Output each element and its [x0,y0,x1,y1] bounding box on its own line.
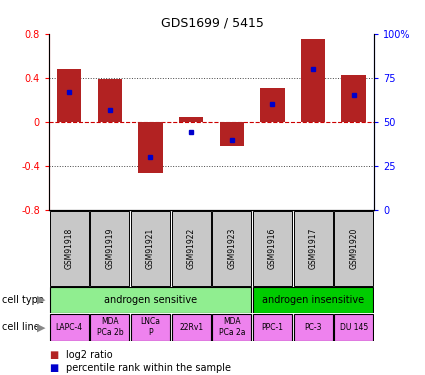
Bar [50,314,89,340]
Bar [253,314,292,340]
Text: GSM91920: GSM91920 [349,228,358,269]
Bar [301,39,325,122]
Bar [57,69,81,122]
Bar [341,75,366,122]
Text: GSM91919: GSM91919 [105,228,114,269]
Bar [172,314,211,340]
Text: DU 145: DU 145 [340,322,368,332]
Text: GSM91923: GSM91923 [227,228,236,269]
Text: GDS1699 / 5415: GDS1699 / 5415 [161,17,264,30]
Text: cell type: cell type [2,295,44,305]
Bar [172,211,211,286]
Text: MDA
PCa 2a: MDA PCa 2a [218,318,245,337]
Bar [334,211,373,286]
Bar [98,79,122,122]
Text: ■: ■ [49,363,58,373]
Text: PPC-1: PPC-1 [261,322,283,332]
Bar [253,211,292,286]
Bar [212,211,251,286]
Text: LNCa
P: LNCa P [141,318,161,337]
Bar [91,211,129,286]
Text: GSM91916: GSM91916 [268,228,277,269]
Text: cell line: cell line [2,322,40,332]
Text: log2 ratio: log2 ratio [66,350,113,360]
Bar [91,314,129,340]
Bar [50,211,89,286]
Bar [179,117,203,122]
Text: androgen insensitive: androgen insensitive [262,295,364,305]
Bar [294,211,332,286]
Bar [50,287,251,313]
Text: LAPC-4: LAPC-4 [56,322,83,332]
Bar [131,211,170,286]
Text: MDA
PCa 2b: MDA PCa 2b [96,318,123,337]
Bar [212,314,251,340]
Bar [138,122,163,172]
Bar [334,314,373,340]
Text: GSM91922: GSM91922 [187,228,196,269]
Text: ▶: ▶ [37,322,46,332]
Bar [131,314,170,340]
Text: ■: ■ [49,350,58,360]
Text: ▶: ▶ [37,295,46,305]
Text: GSM91921: GSM91921 [146,228,155,269]
Text: percentile rank within the sample: percentile rank within the sample [66,363,231,373]
Text: GSM91917: GSM91917 [309,228,317,269]
Bar [220,122,244,146]
Bar [260,88,285,122]
Text: 22Rv1: 22Rv1 [179,322,203,332]
Text: GSM91918: GSM91918 [65,228,74,269]
Text: PC-3: PC-3 [304,322,322,332]
Text: androgen sensitive: androgen sensitive [104,295,197,305]
Bar [253,287,373,313]
Bar [294,314,332,340]
